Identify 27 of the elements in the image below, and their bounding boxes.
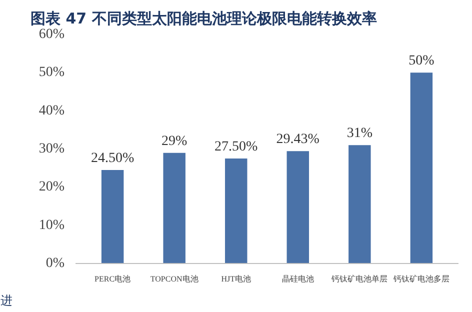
chart-title: 图表 47 不同类型太阳能电池理论极限电能转换效率 [30,10,377,28]
y-tick-label: 0% [46,256,65,271]
bar [348,145,371,264]
x-tick-label: TOPCON电池 [150,274,198,284]
x-tick-label: 钙钛矿电池单层 [330,274,388,284]
data-label: 50% [408,54,435,69]
y-tick-label: 10% [38,218,65,233]
y-tick-label: 20% [38,180,65,195]
data-label: 24.50% [90,150,134,166]
y-tick-label: 50% [38,65,65,80]
y-tick-label: 30% [38,142,65,156]
bar [163,152,186,264]
data-label: 27.50% [214,140,258,155]
data-label: 29% [162,134,188,149]
bar [410,72,433,264]
data-label: 31% [346,126,373,142]
text: 进 [0,294,12,308]
bar [286,151,310,264]
y-tick-label: 60% [38,27,65,42]
bar [224,158,248,264]
x-tick-label: 钙钛矿电池多层 [392,274,450,284]
x-tick-label: HJT电池 [221,274,252,284]
data-label: 29.43% [276,132,320,148]
x-tick-label: 晶硅电池 [282,274,314,284]
bar [101,170,124,264]
x-tick-label: PERC电池 [94,274,131,284]
y-tick-label: 40% [38,103,65,118]
